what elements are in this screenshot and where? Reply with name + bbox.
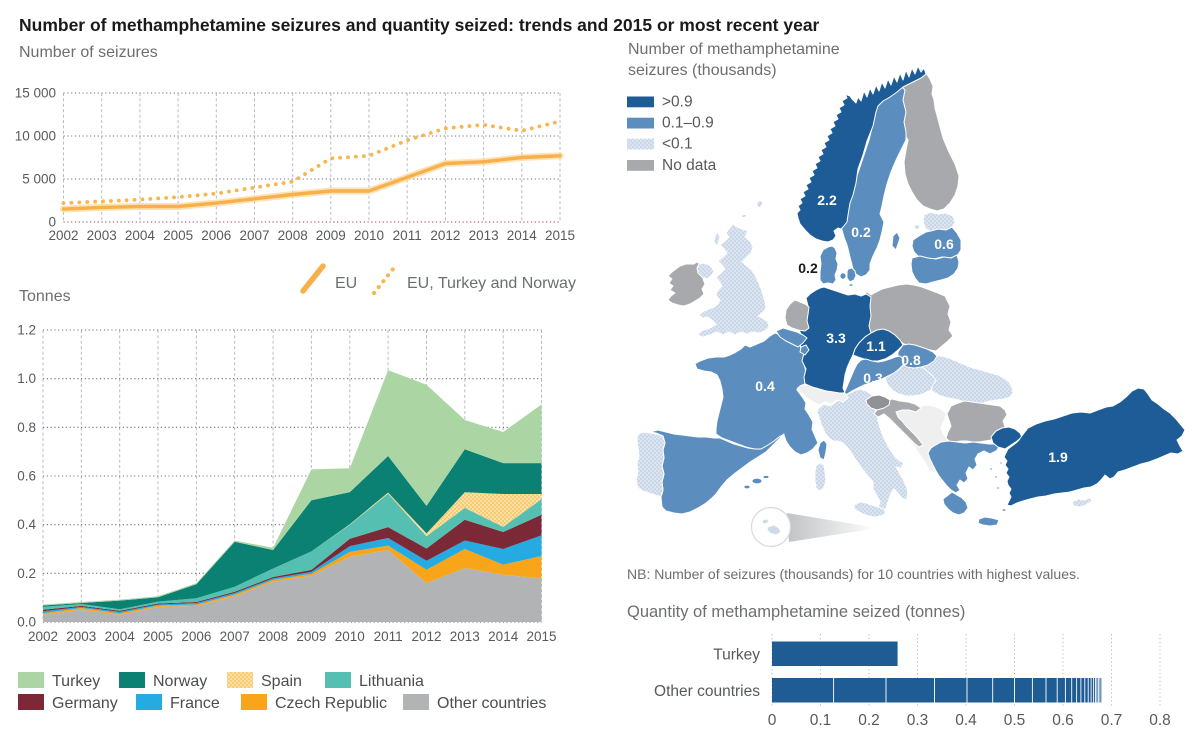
- svg-text:0.6: 0.6: [1052, 712, 1074, 729]
- svg-text:15 000: 15 000: [15, 86, 56, 101]
- svg-text:Turkey: Turkey: [713, 647, 760, 664]
- svg-text:1.0: 1.0: [17, 371, 36, 386]
- svg-text:2002: 2002: [48, 228, 78, 243]
- svg-text:EU: EU: [335, 275, 357, 292]
- svg-text:0.0: 0.0: [17, 615, 36, 630]
- svg-text:2008: 2008: [258, 629, 288, 644]
- svg-text:0: 0: [768, 712, 777, 729]
- svg-text:2012: 2012: [430, 228, 460, 243]
- svg-text:0.1–0.9: 0.1–0.9: [662, 115, 714, 132]
- svg-text:2008: 2008: [278, 228, 308, 243]
- svg-text:No data: No data: [662, 157, 717, 174]
- svg-text:2009: 2009: [296, 629, 326, 644]
- svg-text:Czech Republic: Czech Republic: [275, 695, 387, 712]
- svg-text:Norway: Norway: [153, 673, 207, 690]
- svg-text:0.8: 0.8: [901, 352, 921, 368]
- svg-text:0.2: 0.2: [17, 566, 36, 581]
- svg-text:2010: 2010: [354, 228, 384, 243]
- svg-text:2014: 2014: [488, 629, 519, 644]
- svg-text:2004: 2004: [105, 629, 136, 644]
- svg-text:0.7: 0.7: [1101, 712, 1123, 729]
- svg-text:0.2: 0.2: [851, 224, 871, 240]
- svg-text:0.2: 0.2: [858, 712, 880, 729]
- svg-text:2010: 2010: [335, 629, 365, 644]
- svg-text:2014: 2014: [507, 228, 538, 243]
- svg-text:1.9: 1.9: [1048, 449, 1068, 465]
- svg-text:5 000: 5 000: [22, 172, 56, 187]
- svg-text:0.3: 0.3: [863, 370, 883, 386]
- svg-text:2007: 2007: [220, 629, 250, 644]
- svg-text:Lithuania: Lithuania: [359, 673, 424, 690]
- svg-text:0.3: 0.3: [907, 712, 929, 729]
- svg-text:3.3: 3.3: [826, 330, 846, 346]
- svg-text:<0.1: <0.1: [662, 136, 693, 153]
- svg-text:0.8: 0.8: [17, 420, 36, 435]
- svg-text:2009: 2009: [316, 228, 346, 243]
- svg-text:Spain: Spain: [261, 673, 302, 690]
- svg-text:EU, Turkey and Norway: EU, Turkey and Norway: [407, 275, 576, 292]
- svg-text:2006: 2006: [181, 629, 211, 644]
- svg-text:2011: 2011: [374, 629, 403, 644]
- svg-text:2013: 2013: [450, 629, 480, 644]
- svg-text:0.8: 0.8: [1149, 712, 1171, 729]
- svg-text:0.2: 0.2: [798, 260, 818, 276]
- svg-text:2.2: 2.2: [817, 192, 837, 208]
- svg-text:0.6: 0.6: [934, 236, 954, 252]
- svg-text:2015: 2015: [545, 228, 575, 243]
- svg-text:0.1: 0.1: [810, 712, 832, 729]
- svg-text:>0.9: >0.9: [662, 94, 693, 111]
- svg-text:2006: 2006: [201, 228, 231, 243]
- svg-text:2011: 2011: [393, 228, 422, 243]
- svg-text:1.2: 1.2: [17, 323, 36, 338]
- svg-text:Turkey: Turkey: [52, 673, 100, 690]
- svg-text:Germany: Germany: [52, 695, 118, 712]
- svg-text:2013: 2013: [469, 228, 499, 243]
- svg-text:2012: 2012: [411, 629, 441, 644]
- svg-text:1.1: 1.1: [866, 338, 886, 354]
- svg-text:2015: 2015: [526, 629, 556, 644]
- svg-text:Other countries: Other countries: [654, 683, 760, 700]
- svg-text:0.5: 0.5: [1004, 712, 1026, 729]
- svg-text:0.6: 0.6: [17, 469, 36, 484]
- svg-text:0.4: 0.4: [755, 378, 775, 394]
- svg-text:2002: 2002: [28, 629, 58, 644]
- svg-text:2005: 2005: [143, 629, 173, 644]
- svg-text:0: 0: [48, 215, 56, 230]
- svg-text:2003: 2003: [66, 629, 96, 644]
- svg-text:10 000: 10 000: [15, 129, 56, 144]
- svg-text:2003: 2003: [87, 228, 117, 243]
- svg-text:0.4: 0.4: [17, 517, 36, 532]
- svg-text:2005: 2005: [163, 228, 193, 243]
- svg-text:2004: 2004: [125, 228, 156, 243]
- svg-text:0.4: 0.4: [955, 712, 977, 729]
- svg-text:France: France: [170, 695, 220, 712]
- svg-text:Other countries: Other countries: [437, 695, 546, 712]
- svg-text:2007: 2007: [239, 228, 269, 243]
